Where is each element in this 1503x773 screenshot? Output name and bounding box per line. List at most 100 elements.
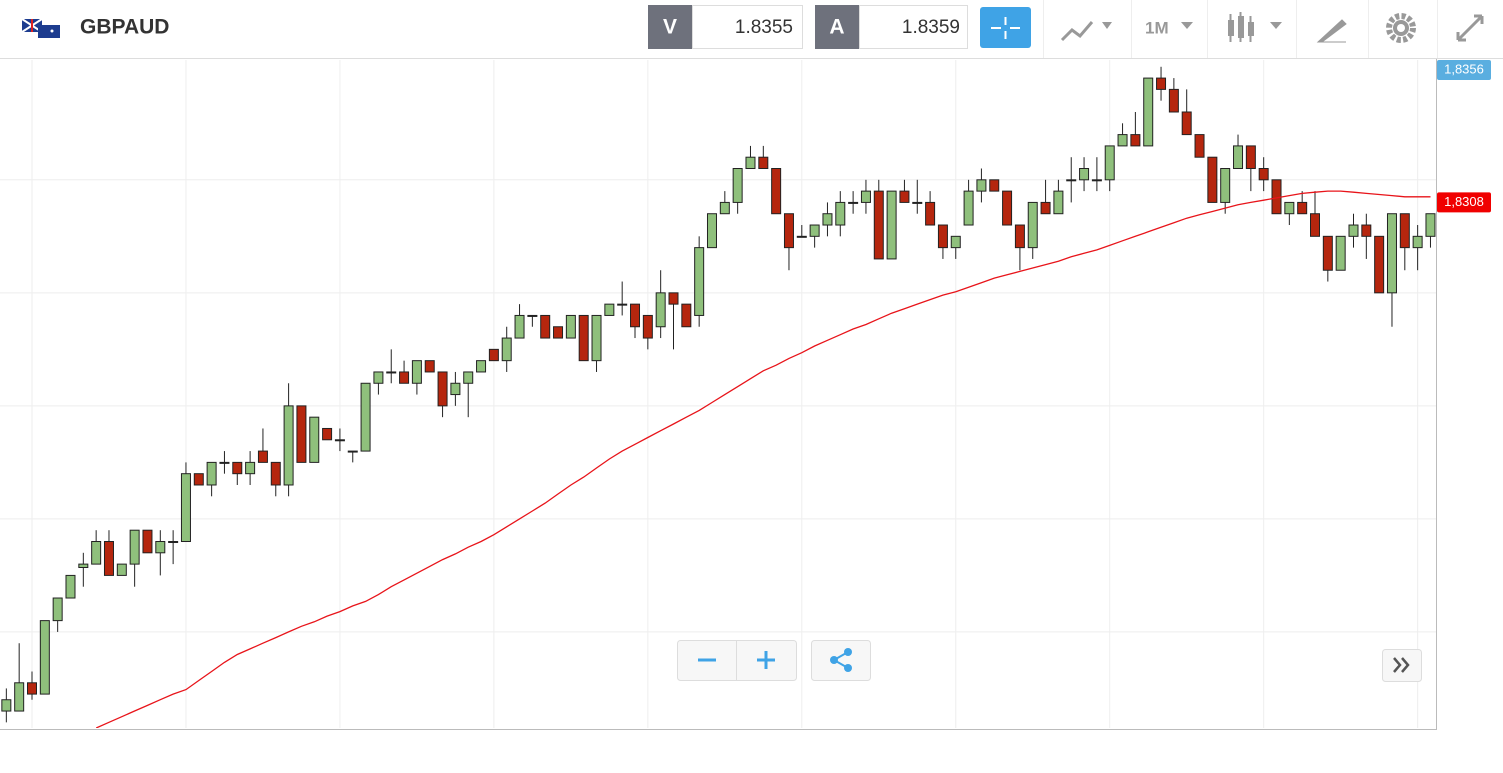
- candle-body: [1412, 235, 1423, 249]
- candle-body: [989, 179, 1000, 192]
- candle-body: [796, 235, 807, 238]
- crosshair-button[interactable]: [980, 7, 1031, 48]
- candle-body: [1386, 213, 1397, 294]
- x-tick-label: 14:36: [1093, 737, 1126, 752]
- candle-body: [1374, 235, 1385, 294]
- candle-body: [835, 201, 846, 226]
- candle-body: [116, 563, 127, 576]
- candle-body: [783, 213, 794, 249]
- zoom-controls: [677, 640, 1422, 682]
- fullscreen-button[interactable]: [1456, 14, 1484, 42]
- zoom-in-button[interactable]: [757, 651, 775, 669]
- candle-body: [232, 461, 243, 475]
- x-tick-label: 14:12: [786, 737, 819, 752]
- candle-body: [1117, 134, 1128, 147]
- candle-body: [1322, 235, 1333, 271]
- candle-body: [668, 292, 679, 305]
- chart-type-button[interactable]: [1228, 12, 1282, 42]
- candle-body: [1335, 235, 1346, 271]
- ask-button[interactable]: [815, 5, 859, 49]
- candle-body: [360, 382, 371, 452]
- x-tick-label: 14:00: [632, 737, 665, 752]
- candle-body: [1181, 111, 1192, 136]
- candle-body: [1168, 88, 1179, 113]
- candle-body: [450, 382, 461, 396]
- candle-body: [129, 529, 140, 565]
- candle-body: [1425, 213, 1436, 237]
- draw-button[interactable]: [1316, 19, 1347, 43]
- moving-average-line: [95, 190, 1431, 728]
- candle-body: [78, 563, 89, 568]
- ask-value: 1.8359: [902, 17, 960, 38]
- candle-body: [822, 213, 833, 226]
- candle-body: [745, 156, 756, 170]
- candle-body: [1361, 224, 1372, 237]
- candle-body: [322, 427, 333, 441]
- symbol: GBPAUD: [80, 16, 169, 39]
- candle-body: [296, 405, 307, 463]
- bid-button[interactable]: [648, 5, 692, 49]
- candle-body: [1, 699, 12, 712]
- candle-body: [1284, 201, 1295, 215]
- y-tick-label: 1,8290: [1446, 397, 1486, 412]
- indicators-button[interactable]: [1060, 21, 1112, 42]
- candle-body: [27, 682, 37, 695]
- candle-body: [604, 303, 615, 316]
- candle-body: [1207, 156, 1218, 203]
- candle-body: [142, 529, 153, 554]
- candle-body: [309, 416, 320, 463]
- candle-body: [1014, 224, 1025, 249]
- candle-body: [91, 541, 102, 565]
- x-tick-label: 14:48: [1247, 737, 1280, 752]
- candle-body: [1348, 224, 1359, 237]
- candle-body: [1399, 213, 1410, 249]
- candle-body: [245, 461, 256, 475]
- settings-button[interactable]: [1386, 13, 1416, 43]
- ma-badge-bg: [1437, 192, 1491, 213]
- candle-body: [1156, 77, 1167, 90]
- candle-body: [206, 461, 217, 486]
- candle-body: [540, 314, 551, 339]
- candle-body: [886, 190, 897, 260]
- y-tick-label: 1,8270: [1446, 623, 1486, 638]
- candle-body: [270, 461, 281, 486]
- candle-body: [283, 405, 294, 486]
- bid-label: V: [663, 16, 677, 39]
- candle-body: [386, 371, 397, 374]
- candle-body: [706, 213, 717, 249]
- candle-body: [424, 360, 435, 373]
- candle-body: [565, 314, 576, 339]
- candle-body: [1297, 201, 1308, 215]
- candle-body: [925, 201, 936, 226]
- candle-body: [180, 473, 191, 543]
- candle-body: [14, 682, 25, 712]
- price-badge-bg: [1437, 60, 1491, 80]
- candle-body: [1091, 179, 1102, 182]
- candle-body: [514, 314, 525, 339]
- candle-body: [257, 450, 268, 463]
- candle-body: [39, 620, 50, 695]
- timeframe[interactable]: 1M: [1145, 18, 1169, 37]
- candle-body: [553, 326, 564, 339]
- ask-label: A: [829, 16, 844, 39]
- candle-body: [809, 224, 820, 237]
- candle-body: [52, 597, 63, 622]
- candle-body: [642, 314, 653, 339]
- candle-body: [527, 314, 538, 317]
- ask-box: [859, 5, 968, 49]
- share-button[interactable]: [830, 648, 852, 672]
- candle-body: [1258, 168, 1269, 181]
- candle-body: [617, 303, 628, 306]
- scroll-end-button[interactable]: [1393, 657, 1410, 673]
- candle-body: [168, 541, 179, 544]
- candle-body: [1002, 190, 1013, 226]
- candle-body: [373, 371, 384, 384]
- y-tick-label: 1,8310: [1446, 171, 1486, 186]
- candle-body: [681, 303, 692, 328]
- candle-body: [155, 541, 166, 554]
- candle-body: [950, 235, 961, 249]
- candle-body: [1143, 77, 1154, 147]
- candle-body: [1194, 134, 1205, 158]
